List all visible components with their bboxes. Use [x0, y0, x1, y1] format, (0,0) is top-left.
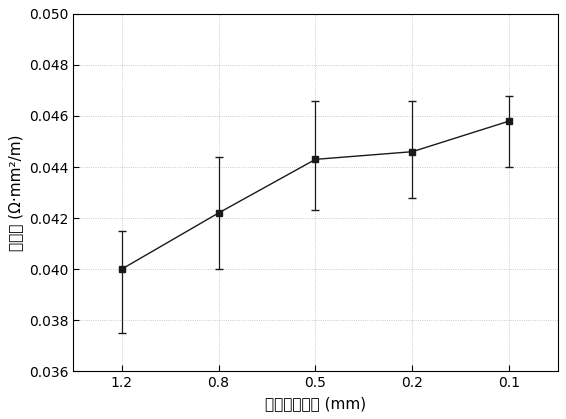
- Y-axis label: 电阔率 (Ω·mm²/m): 电阔率 (Ω·mm²/m): [8, 134, 23, 251]
- X-axis label: 合金丝材直径 (mm): 合金丝材直径 (mm): [265, 396, 366, 411]
